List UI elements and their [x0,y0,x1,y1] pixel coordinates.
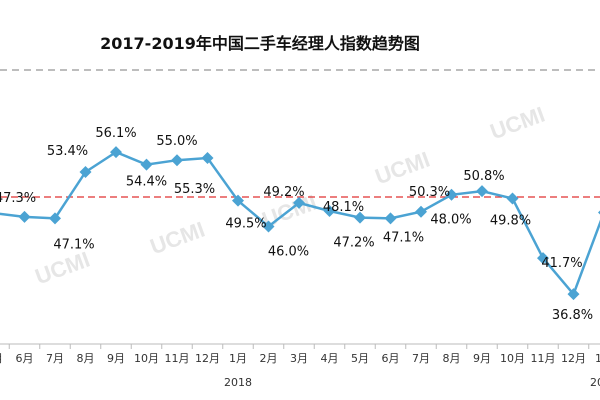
x-tick-label: 5月 [0,352,3,365]
data-label: 49.5% [225,217,266,232]
watermark: UCMI [372,147,433,190]
x-tick-label: 6月 [16,352,34,365]
data-point [79,165,92,178]
x-tick-label: 4月 [321,352,339,365]
data-label: 55.0% [156,134,197,149]
watermark: UCMI [32,247,93,290]
data-point [110,146,122,159]
year-label: 2018 [224,376,252,389]
data-point [567,288,580,301]
data-label: 48.1% [323,200,364,215]
x-tick-label: 12月 [195,352,220,365]
data-label: 47.1% [383,230,424,245]
data-point [201,151,214,164]
x-tick-label: 10月 [134,352,159,365]
data-point [537,252,549,265]
x-tick-label: 9月 [107,352,125,365]
data-point [18,210,31,223]
x-tick-label: 8月 [77,352,95,365]
x-tick-label: 7月 [412,352,430,365]
data-point [232,194,244,207]
data-label: 36.8% [552,308,593,323]
data-label: 49.8% [490,213,531,228]
data-label: 41.7% [541,256,582,271]
data-point [171,154,183,167]
data-label: 55.3% [174,182,215,197]
x-tick-label: 8月 [443,352,461,365]
data-label: 50.8% [463,169,504,184]
data-label: 47.3% [0,191,36,206]
data-point [262,220,275,233]
data-point [49,212,61,225]
x-tick-label: 2月 [260,352,278,365]
x-tick-label: 3月 [290,352,308,365]
data-point [476,185,488,198]
data-label: 48.0% [430,213,471,228]
x-tick-label: 7月 [46,352,64,365]
chart-title: 2017-2019年中国二手车经理人指数趋势图 [100,34,420,53]
data-point [293,196,305,209]
data-label: 54.4% [126,175,167,190]
data-label: 50.3% [409,185,450,200]
data-point [384,212,397,225]
x-tick-label: 11月 [531,352,556,365]
data-label: 56.1% [95,126,136,141]
data-label: 47.1% [53,237,94,252]
data-point [323,204,336,217]
data-point [445,188,458,201]
year-label: 2019 [590,376,600,389]
x-tick-label: 1月 [595,352,600,365]
x-tick-label: 1月 [229,352,247,365]
watermark: UCMI [487,102,548,145]
x-tick-label: 6月 [382,352,400,365]
x-tick-label: 5月 [351,352,369,365]
x-tick-label: 12月 [561,352,586,365]
data-point [354,211,366,224]
data-label: 46.0% [268,244,309,259]
data-point [140,158,153,171]
data-label: 49.2% [263,185,304,200]
x-tick-label: 9月 [473,352,491,365]
data-label: 53.4% [47,144,88,159]
data-point [506,192,519,205]
x-tick-label: 10月 [500,352,525,365]
data-point [415,205,427,218]
data-label: 47.2% [333,236,374,251]
watermark: UCMI [147,217,208,260]
x-tick-label: 11月 [165,352,190,365]
